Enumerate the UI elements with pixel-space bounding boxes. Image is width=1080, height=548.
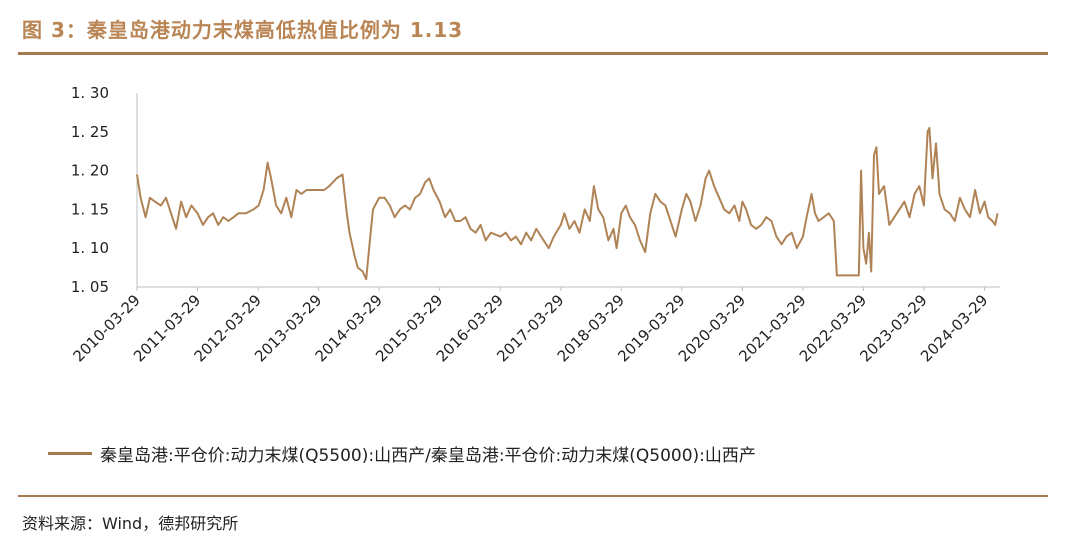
series-line (136, 126, 999, 281)
legend: 秦皇岛港:平仓价:动力末煤(Q5500):山西产/秦皇岛港:平仓价:动力末煤(Q… (48, 441, 756, 466)
y-tick-label: 1. 25 (71, 123, 109, 141)
footer-divider (18, 495, 1048, 497)
x-axis: 2010-03-292011-03-292012-03-292013-03-29… (69, 286, 1000, 365)
y-tick-label: 1. 05 (71, 278, 109, 296)
legend-label: 秦皇岛港:平仓价:动力末煤(Q5500):山西产/秦皇岛港:平仓价:动力末煤(Q… (100, 446, 756, 466)
y-tick-label: 1. 20 (71, 162, 109, 180)
y-tick-label: 1. 10 (71, 239, 109, 257)
plot-area (136, 126, 999, 281)
source-note: 资料来源：Wind，德邦研究所 (22, 514, 239, 533)
figure-title: 图 3：秦皇岛港动力末煤高低热值比例为 1.13 (22, 18, 464, 42)
y-tick-label: 1. 15 (71, 200, 109, 218)
y-tick-label: 1. 30 (71, 84, 109, 102)
legend-swatch (48, 452, 92, 455)
title-divider (18, 52, 1048, 55)
line-chart: 1. 05 1. 10 1. 15 1. 20 1. 25 1. 30 2010-03-2… (69, 84, 1000, 365)
y-axis: 1. 05 1. 10 1. 15 1. 20 1. 25 1. 30 (71, 84, 138, 296)
